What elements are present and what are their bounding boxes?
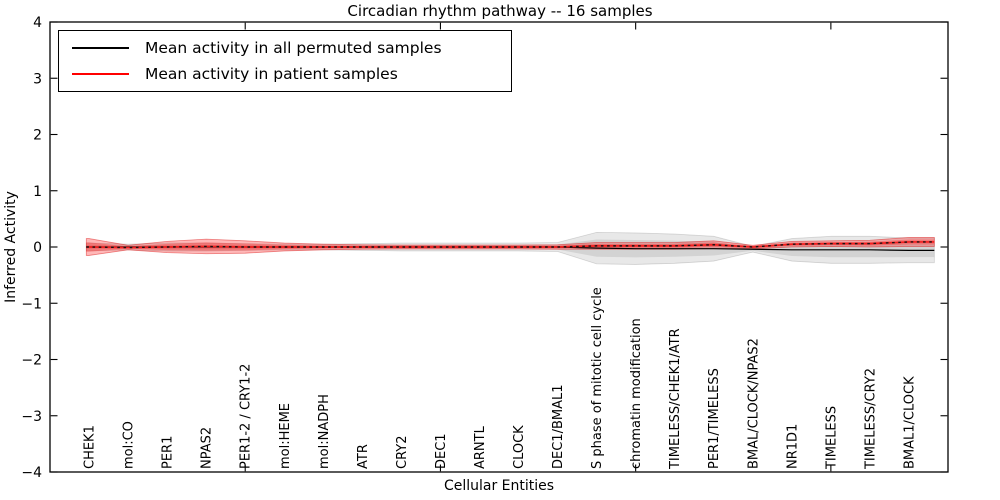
legend-line-permuted xyxy=(72,47,129,49)
x-category-label: TIMELESS xyxy=(824,406,839,470)
x-category-label: mol:CO xyxy=(122,421,137,469)
y-tick-label: 1 xyxy=(33,184,42,200)
x-axis-label: Cellular Entities xyxy=(443,478,555,494)
x-category-label: DEC1/BMAL1 xyxy=(551,385,566,470)
x-category-label: CLOCK xyxy=(512,425,527,469)
y-axis-label: Inferred Activity xyxy=(3,191,19,303)
x-category-label: NPAS2 xyxy=(200,427,215,469)
y-tick-label: 4 xyxy=(33,15,42,31)
x-category-label: CRY2 xyxy=(395,436,410,470)
legend-item-patient: Mean activity in patient samples xyxy=(59,61,511,87)
x-category-label: chromatin modification xyxy=(629,318,644,469)
x-category-label: ATR xyxy=(356,444,371,469)
patient-mean-line-markers xyxy=(86,241,935,249)
y-tick-label: 3 xyxy=(33,71,42,87)
x-category-label: BMAL1/CLOCK xyxy=(902,376,917,469)
x-category-label: mol:NADPH xyxy=(317,394,332,469)
y-tick-label: 2 xyxy=(33,128,42,144)
y-tick-label: −3 xyxy=(21,409,42,425)
y-tick-label: 0 xyxy=(33,240,42,256)
x-category-label: NR1D1 xyxy=(785,424,800,469)
legend-label-patient: Mean activity in patient samples xyxy=(145,65,398,83)
y-tick-label: −2 xyxy=(21,353,42,369)
patient-activity-band-inner xyxy=(86,239,935,252)
legend-item-permuted: Mean activity in all permuted samples xyxy=(59,35,511,61)
plot-frame xyxy=(49,21,949,473)
x-category-label: TIMELESS/CHEK1/ATR xyxy=(668,328,683,470)
legend-line-patient xyxy=(72,73,129,75)
legend-label-permuted: Mean activity in all permuted samples xyxy=(145,39,442,57)
x-category-label: PER1/TIMELESS xyxy=(707,368,722,469)
x-category-label: PER1 xyxy=(161,436,176,469)
chart-title: Circadian rhythm pathway -- 16 samples xyxy=(347,2,653,20)
x-category-label: DEC1 xyxy=(434,433,449,469)
y-tick-label: −1 xyxy=(21,296,42,312)
y-tick-label: −4 xyxy=(21,465,42,481)
x-category-label: ARNTL xyxy=(473,425,488,469)
x-category-label: mol:HEME xyxy=(278,403,293,469)
legend: Mean activity in all permuted samples Me… xyxy=(58,30,512,92)
x-category-label: CHEK1 xyxy=(83,425,98,469)
x-category-label: BMAL/CLOCK/NPAS2 xyxy=(746,338,761,469)
permuted-activity-band-inner xyxy=(86,239,935,258)
x-category-label: S phase of mitotic cell cycle xyxy=(590,287,605,469)
x-category-label: TIMELESS/CRY2 xyxy=(863,368,878,470)
x-category-label: PER1-2 / CRY1-2 xyxy=(239,364,254,469)
permuted-activity-band-outer xyxy=(85,231,935,265)
